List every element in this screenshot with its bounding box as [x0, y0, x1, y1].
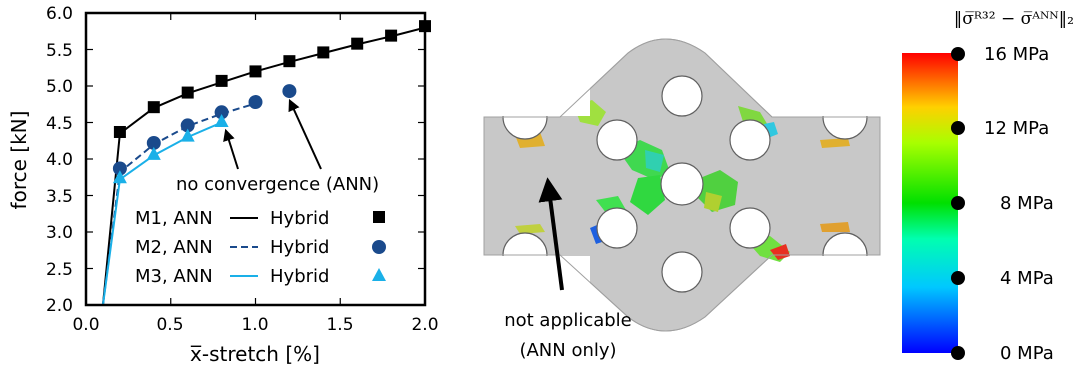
- legend-label-m2-ann: M2, ANN: [135, 237, 213, 258]
- legend-label-m3-ann: M3, ANN: [135, 266, 213, 287]
- annotation-arrow: [223, 128, 239, 170]
- legend-label-m3-hybrid: Hybrid: [270, 266, 329, 287]
- colorbar-tick-label: 12 MPa: [984, 118, 1049, 139]
- y-tick-label: 2.0: [46, 296, 73, 316]
- data-point-square: [317, 46, 330, 59]
- data-point-triangle: [112, 170, 127, 184]
- no-convergence-annotation: no convergence (ANN): [176, 98, 379, 195]
- hole: [729, 207, 771, 249]
- y-tick-label: 3.0: [46, 223, 73, 243]
- annotation-text: no convergence (ANN): [176, 174, 379, 195]
- colorbar-tick-label: 16 MPa: [984, 44, 1049, 65]
- colorbar: ‖σ̅ᴿ³² − σ̅ᴬᴺᴺ‖₂ 16 MPa 12 MPa 8 MPa 4 M…: [902, 9, 1074, 364]
- x-tick-label: 2.0: [411, 315, 438, 335]
- series-line-m1-ann: [101, 26, 425, 305]
- data-point-circle: [214, 105, 229, 120]
- x-axis-label: x̅-stretch [%]: [190, 342, 320, 366]
- force-stretch-chart: 2.0 2.5 3.0 3.5 4.0 4.5 5.0 5.5 6.0 0.0 …: [7, 4, 439, 366]
- data-point-triangle: [180, 128, 195, 142]
- colorbar-tick-dot: [951, 196, 965, 210]
- x-tick-label: 0.5: [156, 315, 183, 335]
- colorbar-tick-dot: [951, 271, 965, 285]
- specimen-stress-map: not applicable (ANN only): [480, 38, 890, 361]
- y-tick-label: 2.5: [46, 260, 73, 280]
- data-point-circle: [112, 161, 127, 176]
- hole: [661, 251, 703, 293]
- stress-patch: [770, 244, 790, 260]
- data-point-square: [113, 125, 126, 138]
- legend: M1, ANN Hybrid M2, ANN Hybrid M3, ANN Hy…: [135, 208, 386, 287]
- data-point-square: [351, 37, 364, 50]
- colorbar-title: ‖σ̅ᴿ³² − σ̅ᴬᴺᴺ‖₂: [954, 9, 1074, 29]
- colorbar-tick-dot: [951, 47, 965, 61]
- not-applicable-line2: (ANN only): [519, 340, 616, 361]
- y-tick-label: 3.5: [46, 187, 73, 207]
- y-axis-label: force [kN]: [7, 111, 31, 210]
- legend-label-m1-hybrid: Hybrid: [270, 208, 329, 229]
- data-point-circle: [146, 135, 161, 150]
- data-point-square: [215, 74, 228, 87]
- data-point-square: [181, 86, 194, 99]
- not-applicable-arrow: [538, 177, 564, 291]
- colorbar-tick-label: 4 MPa: [1000, 268, 1054, 289]
- x-tick-label: 1.0: [241, 315, 268, 335]
- specimen-outline: [483, 38, 881, 332]
- legend-marker-circle: [372, 240, 386, 254]
- hole: [596, 207, 638, 249]
- notch-mask: [480, 80, 590, 116]
- notch-mask: [790, 256, 890, 296]
- y-tick-label: 6.0: [46, 4, 73, 24]
- colorbar-tick-label: 0 MPa: [1000, 343, 1054, 364]
- legend-marker-triangle: [372, 268, 386, 281]
- series-layer: [101, 26, 425, 305]
- hole: [729, 119, 771, 161]
- notch-mask: [480, 256, 590, 296]
- data-point-circle: [180, 118, 195, 133]
- data-point-square: [283, 55, 296, 68]
- notch-mask: [790, 80, 890, 116]
- data-point-circle: [248, 95, 263, 110]
- y-axis-ticks: 2.0 2.5 3.0 3.5 4.0 4.5 5.0 5.5 6.0: [46, 4, 73, 316]
- data-point-circle: [282, 84, 297, 99]
- data-point-triangle: [214, 114, 229, 128]
- legend-label-m1-ann: M1, ANN: [135, 208, 213, 229]
- stress-patch: [645, 150, 664, 172]
- stress-patch: [515, 224, 545, 234]
- plot-frame: [84, 11, 427, 307]
- stress-patch: [704, 192, 722, 212]
- hole: [596, 119, 638, 161]
- data-point-square: [249, 65, 262, 78]
- colorbar-ticks: 16 MPa 12 MPa 8 MPa 4 MPa 0 MPa: [951, 44, 1054, 364]
- hole: [660, 162, 704, 206]
- y-tick-label: 4.0: [46, 150, 73, 170]
- x-axis-ticks: 0.0 0.5 1.0 1.5 2.0: [72, 315, 438, 335]
- colorbar-gradient: [902, 53, 958, 353]
- y-tick-label: 5.5: [46, 41, 73, 61]
- stress-patch: [820, 222, 850, 232]
- data-point-square: [385, 29, 398, 42]
- annotation-arrow: [288, 98, 322, 170]
- stress-patch: [820, 138, 850, 148]
- data-point-triangle: [146, 146, 161, 160]
- legend-label-m2-hybrid: Hybrid: [270, 237, 329, 258]
- colorbar-tick-label: 8 MPa: [1000, 193, 1054, 214]
- marker-layer: [112, 20, 431, 184]
- x-tick-label: 1.5: [326, 315, 353, 335]
- y-tick-label: 5.0: [46, 77, 73, 97]
- data-point-square: [147, 101, 160, 114]
- y-tick-label: 4.5: [46, 114, 73, 134]
- colorbar-tick-dot: [951, 346, 965, 360]
- legend-marker-square: [373, 211, 385, 223]
- colorbar-tick-dot: [951, 121, 965, 135]
- stress-patch: [630, 175, 665, 215]
- not-applicable-line1: not applicable: [504, 310, 632, 331]
- x-tick-label: 0.0: [72, 315, 99, 335]
- hole: [661, 75, 703, 117]
